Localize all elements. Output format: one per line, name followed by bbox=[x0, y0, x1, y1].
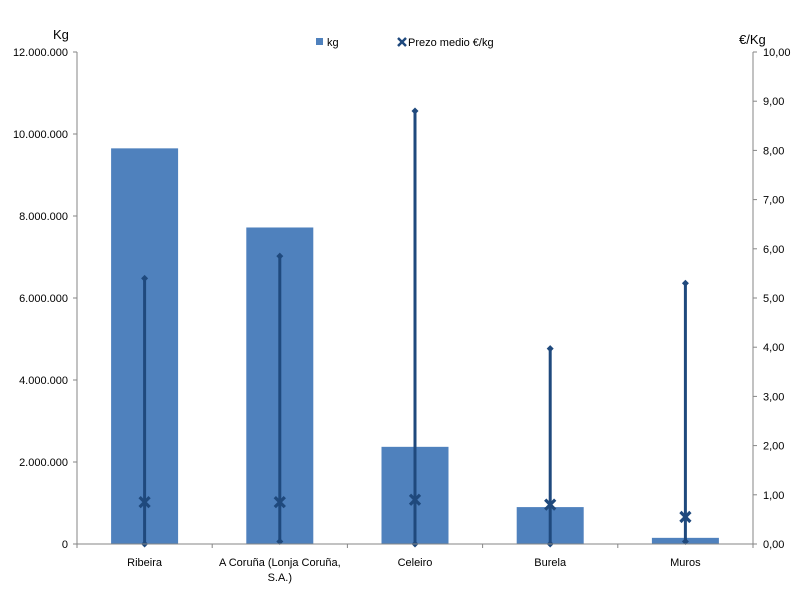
right-tick-label: 5,00 bbox=[763, 293, 784, 305]
legend-price-label: Prezo medio €/kg bbox=[408, 37, 494, 49]
left-tick-label: 10.000.000 bbox=[13, 129, 68, 141]
price-mean-marker bbox=[544, 498, 557, 511]
price-max-marker bbox=[141, 274, 149, 282]
legend: kg Prezo medio €/kg bbox=[316, 37, 494, 49]
category-label: A Coruña (Lonja Coruña, S.A.) bbox=[219, 557, 341, 584]
right-tick-label: 8,00 bbox=[763, 145, 784, 157]
right-tick-label: 6,00 bbox=[763, 244, 784, 256]
right-tick-label: 1,00 bbox=[763, 490, 784, 502]
tick-labels: 0 2.000.000 4.000.000 6.000.000 8.000.000 10.… bbox=[13, 47, 791, 551]
category-label: Burela bbox=[534, 557, 567, 569]
left-tick-label: 4.000.000 bbox=[19, 375, 68, 387]
price-max-marker bbox=[681, 279, 689, 287]
price-mean-marker bbox=[679, 510, 692, 524]
category-label: Ribeira bbox=[127, 557, 163, 569]
left-tick-label: 0 bbox=[62, 539, 68, 551]
category-label: Muros bbox=[670, 557, 701, 569]
price-range-group bbox=[679, 279, 692, 546]
price-mean-marker bbox=[138, 496, 151, 509]
legend-marker-swatch bbox=[397, 37, 407, 47]
right-tick-label: 3,00 bbox=[763, 391, 784, 403]
price-max-marker bbox=[276, 252, 284, 260]
price-range-group bbox=[544, 345, 557, 548]
legend-bar-swatch bbox=[316, 38, 323, 45]
right-tick-label: 10,00 bbox=[763, 47, 791, 59]
right-tick-label: 2,00 bbox=[763, 441, 784, 453]
left-axis-unit: Kg bbox=[53, 27, 69, 42]
price-max-marker bbox=[411, 107, 419, 115]
legend-bar-label: kg bbox=[327, 37, 339, 49]
left-tick-label: 8.000.000 bbox=[19, 211, 68, 223]
right-tick-label: 9,00 bbox=[763, 96, 784, 108]
left-tick-label: 12.000.000 bbox=[13, 47, 68, 59]
price-range-group bbox=[273, 252, 286, 546]
price-max-marker bbox=[546, 345, 554, 353]
right-tick-label: 0,00 bbox=[763, 539, 784, 551]
category-labels: Ribeira A Coruña (Lonja Coruña, S.A.) Celei… bbox=[76, 544, 754, 584]
price-range-group bbox=[408, 107, 422, 548]
right-axis-unit: €/Kg bbox=[739, 32, 766, 47]
price-range-group bbox=[138, 274, 151, 548]
right-tick-label: 4,00 bbox=[763, 342, 784, 354]
left-tick-label: 2.000.000 bbox=[19, 457, 68, 469]
left-tick-label: 6.000.000 bbox=[19, 293, 68, 305]
price-min-marker bbox=[276, 538, 284, 546]
right-tick-label: 7,00 bbox=[763, 195, 784, 207]
price-mean-marker bbox=[273, 496, 286, 509]
price-min-marker bbox=[681, 538, 689, 546]
category-label: Celeiro bbox=[398, 557, 433, 569]
price-range-series bbox=[138, 107, 692, 548]
price-mean-marker bbox=[408, 493, 422, 506]
